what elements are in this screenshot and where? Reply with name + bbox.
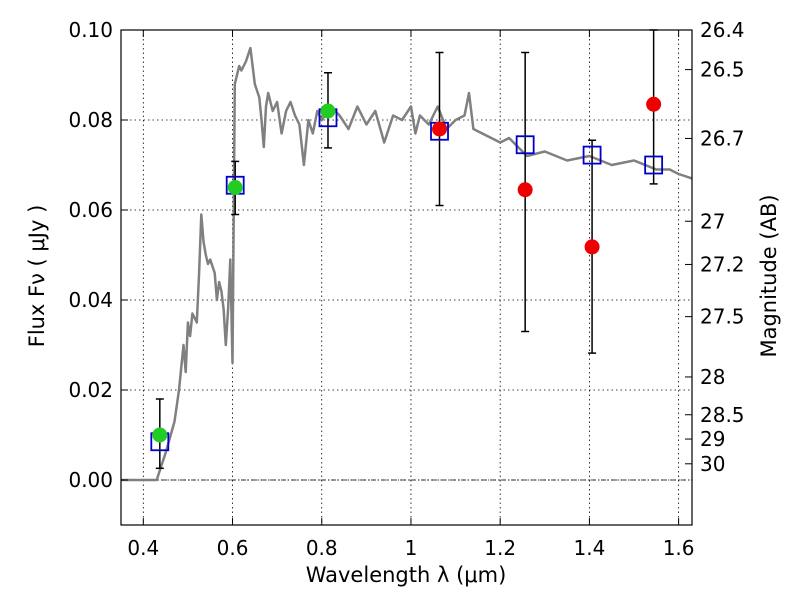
- model-spectrum: [121, 46, 692, 482]
- y-tick-label: 0.08: [68, 108, 113, 132]
- data-point: [320, 103, 336, 119]
- right-tick-label: 29: [700, 427, 725, 451]
- x-tick-label: 1.2: [484, 536, 516, 560]
- right-tick-label: 27.5: [700, 305, 745, 329]
- y-tick-label: 0.04: [68, 288, 113, 312]
- y-axis-label: Flux Fν ( μJy ): [25, 205, 49, 348]
- x-axis-label: Wavelength λ (μm): [306, 563, 507, 587]
- right-tick-label: 30: [700, 452, 725, 476]
- y-tick-label: 0.00: [68, 468, 113, 492]
- right-tick-label: 26.7: [700, 126, 745, 150]
- data-point: [517, 182, 533, 198]
- plot-frame: [120, 29, 693, 526]
- right-tick-label: 27.2: [700, 252, 745, 276]
- model-square-marker: [644, 155, 664, 175]
- right-axis-label: Magnitude (AB): [757, 194, 781, 357]
- grid: [121, 29, 692, 525]
- axis-ticks: 0.4 0.6 0.8 1 1.2 1.4 1.6 0.00 0.02 0.04 0.06 0.08 0…: [68, 18, 744, 560]
- data-point: [646, 96, 662, 112]
- right-tick-label: 28.5: [700, 403, 745, 427]
- x-tick-label: 1: [405, 536, 418, 560]
- x-tick-label: 1.4: [573, 536, 605, 560]
- model-points: [150, 108, 664, 452]
- x-tick-label: 0.4: [127, 536, 159, 560]
- spectrum-line: [121, 46, 692, 482]
- data-point: [152, 427, 168, 443]
- x-tick-label: 1.6: [663, 536, 695, 560]
- right-tick-label: 28: [700, 365, 725, 389]
- right-tick-label: 26.4: [700, 18, 745, 42]
- x-tick-label: 0.8: [306, 536, 338, 560]
- right-tick-label: 26.5: [700, 58, 745, 82]
- data-point: [584, 239, 600, 255]
- y-tick-label: 0.02: [68, 378, 113, 402]
- observed-points: [152, 96, 662, 443]
- data-point: [432, 121, 448, 137]
- right-tick-label: 27: [700, 209, 725, 233]
- x-tick-label: 0.6: [217, 536, 249, 560]
- model-square-marker: [582, 145, 602, 165]
- error-bars: [155, 29, 658, 470]
- y-tick-label: 0.10: [68, 18, 113, 42]
- data-point: [227, 180, 243, 195]
- y-tick-label: 0.06: [68, 198, 113, 222]
- model-square-marker: [515, 135, 535, 155]
